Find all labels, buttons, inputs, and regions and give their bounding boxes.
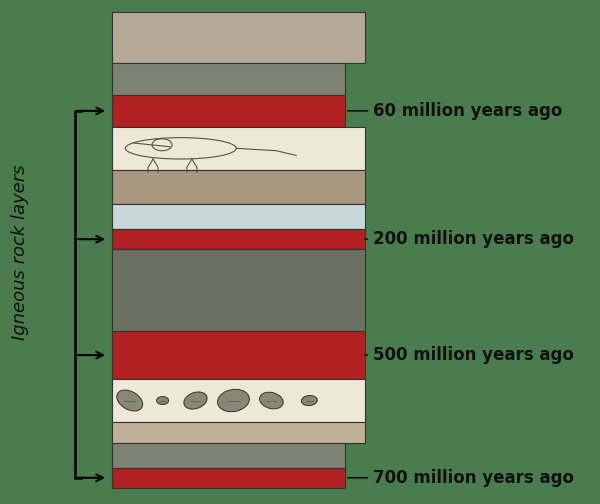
Bar	[112, 422, 365, 443]
Bar	[112, 95, 345, 127]
Text: 60 million years ago: 60 million years ago	[348, 102, 562, 120]
Bar	[112, 229, 365, 249]
Ellipse shape	[184, 392, 207, 409]
Text: 700 million years ago: 700 million years ago	[348, 469, 574, 487]
Bar	[112, 249, 365, 331]
Bar	[112, 443, 345, 468]
Text: 500 million years ago: 500 million years ago	[365, 346, 574, 364]
Bar	[112, 468, 345, 488]
Bar	[112, 379, 365, 422]
Ellipse shape	[218, 390, 250, 412]
Ellipse shape	[117, 390, 143, 411]
Bar	[112, 127, 365, 170]
Bar	[112, 204, 365, 229]
Bar	[112, 170, 365, 204]
Bar	[112, 331, 365, 379]
Bar	[112, 63, 345, 95]
Ellipse shape	[301, 396, 317, 406]
Ellipse shape	[260, 392, 283, 409]
Ellipse shape	[157, 397, 169, 405]
Bar	[112, 12, 365, 63]
Text: Igneous rock layers: Igneous rock layers	[11, 164, 29, 340]
Text: 200 million years ago: 200 million years ago	[365, 230, 574, 248]
